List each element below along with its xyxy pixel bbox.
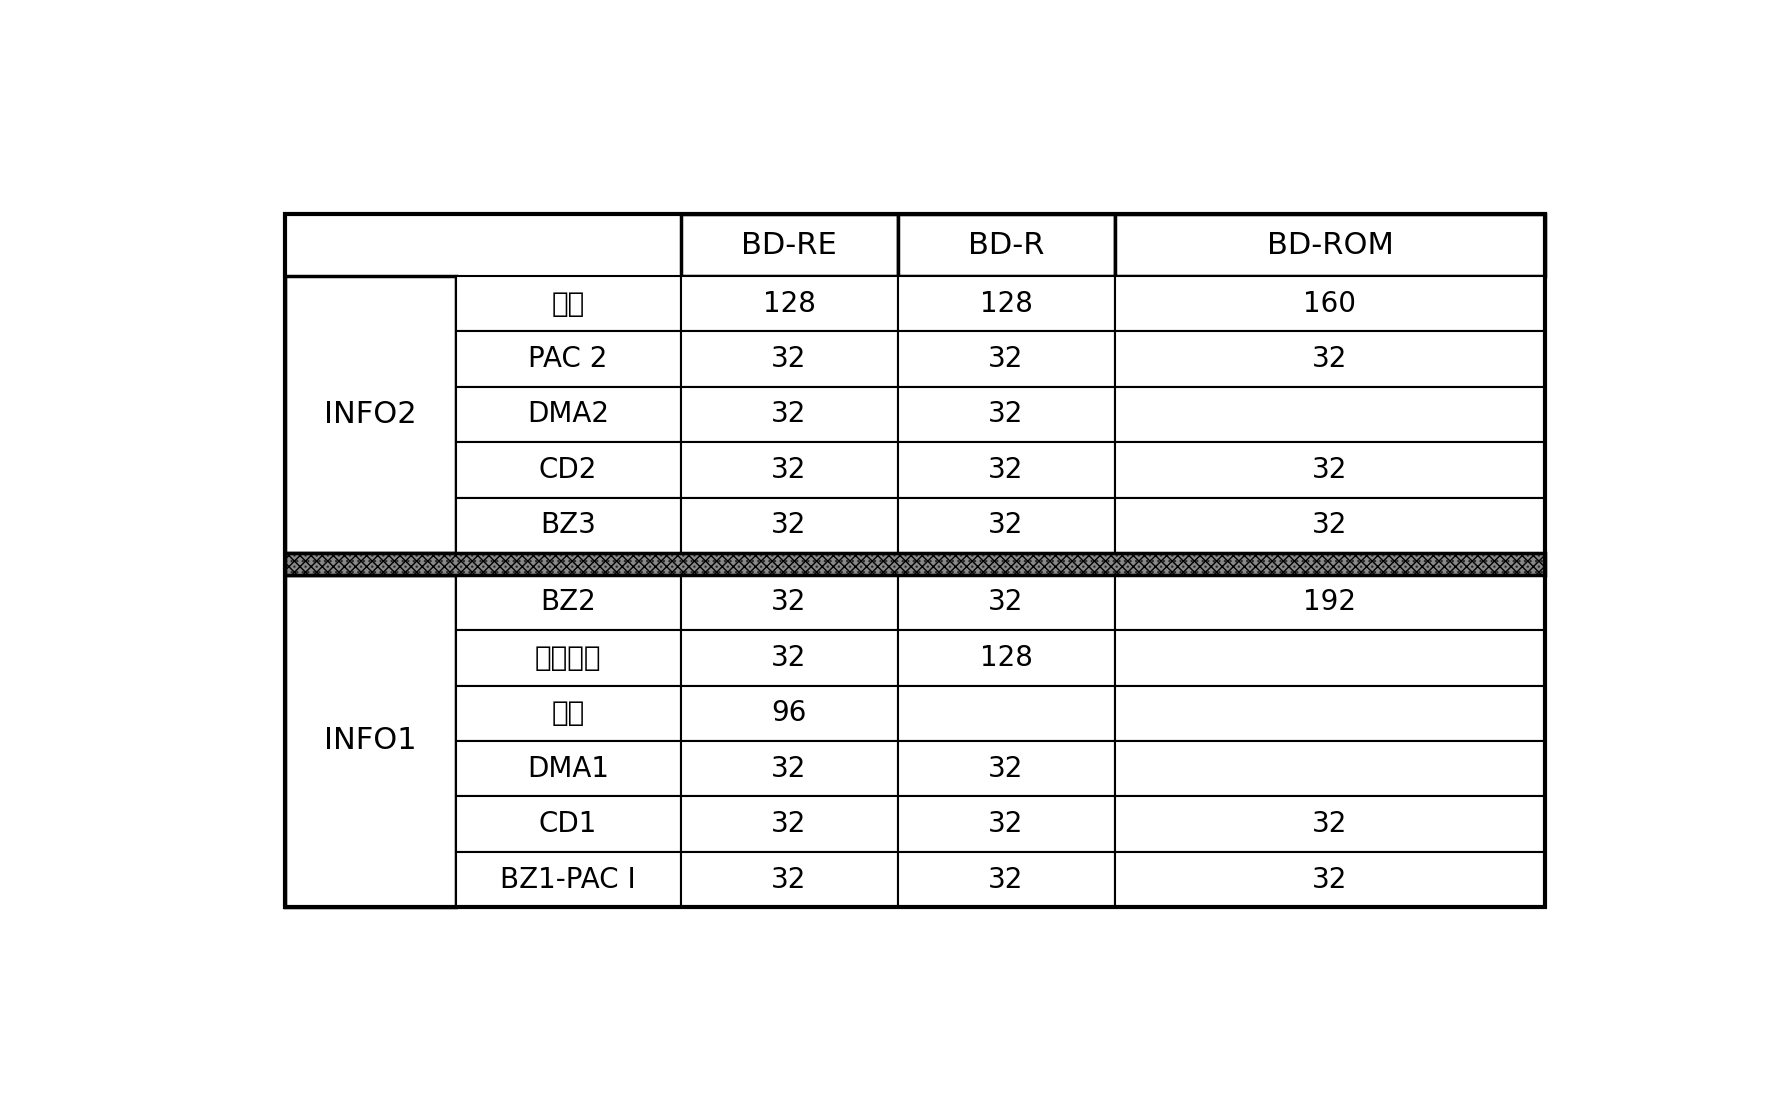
Bar — [455, 387, 680, 443]
Text: 32: 32 — [772, 400, 807, 428]
Text: 32: 32 — [772, 865, 807, 894]
Text: 32: 32 — [988, 865, 1023, 894]
Text: 保留: 保留 — [552, 289, 584, 318]
Text: CD1: CD1 — [539, 811, 597, 838]
Text: 32: 32 — [1313, 456, 1348, 484]
Text: 32: 32 — [772, 755, 807, 783]
Bar — [286, 553, 1545, 575]
Bar — [455, 575, 680, 631]
Bar — [680, 276, 898, 331]
Bar — [455, 443, 680, 498]
Bar — [680, 575, 898, 631]
Text: BZ3: BZ3 — [539, 512, 597, 539]
Text: 96: 96 — [772, 699, 807, 727]
Text: 32: 32 — [1313, 865, 1348, 894]
Text: 32: 32 — [772, 811, 807, 838]
Bar — [680, 741, 898, 796]
Bar — [898, 741, 1114, 796]
Bar — [1114, 685, 1545, 741]
Bar — [455, 276, 680, 331]
Text: 32: 32 — [988, 345, 1023, 373]
Text: PAC 2: PAC 2 — [529, 345, 607, 373]
Bar — [898, 276, 1114, 331]
Bar — [898, 796, 1114, 852]
Bar — [680, 631, 898, 685]
Bar — [898, 631, 1114, 685]
Bar — [1114, 796, 1545, 852]
Text: 32: 32 — [1313, 811, 1348, 838]
Bar — [455, 498, 680, 553]
Bar — [455, 796, 680, 852]
Text: 128: 128 — [979, 644, 1032, 672]
Text: INFO1: INFO1 — [325, 726, 416, 755]
Text: 128: 128 — [979, 289, 1032, 318]
Text: 160: 160 — [1304, 289, 1356, 318]
Text: 32: 32 — [1313, 512, 1348, 539]
Bar — [898, 498, 1114, 553]
Bar — [455, 631, 680, 685]
Bar — [455, 331, 680, 387]
Bar — [455, 685, 680, 741]
Text: BD-R: BD-R — [968, 230, 1045, 259]
Bar — [1114, 852, 1545, 907]
Text: 32: 32 — [988, 755, 1023, 783]
Text: 32: 32 — [988, 512, 1023, 539]
Bar — [286, 215, 1545, 907]
Bar — [286, 276, 455, 553]
Bar — [1114, 741, 1545, 796]
Bar — [455, 741, 680, 796]
Bar — [286, 553, 1545, 575]
Text: 32: 32 — [988, 588, 1023, 616]
Text: DMA2: DMA2 — [527, 400, 609, 428]
Text: BZ2: BZ2 — [539, 588, 597, 616]
Text: 驱动器区: 驱动器区 — [534, 644, 602, 672]
Bar — [1114, 215, 1545, 276]
Bar — [1114, 498, 1545, 553]
Bar — [680, 215, 898, 276]
Bar — [680, 331, 898, 387]
Bar — [680, 852, 898, 907]
Text: 32: 32 — [772, 512, 807, 539]
Text: 192: 192 — [1304, 588, 1356, 616]
Bar — [898, 685, 1114, 741]
Bar — [898, 575, 1114, 631]
Bar — [898, 215, 1114, 276]
Bar — [898, 387, 1114, 443]
Bar — [680, 685, 898, 741]
Text: 32: 32 — [772, 456, 807, 484]
Bar — [1114, 575, 1545, 631]
Text: 32: 32 — [772, 345, 807, 373]
Text: 128: 128 — [763, 289, 816, 318]
Bar — [1114, 443, 1545, 498]
Bar — [898, 331, 1114, 387]
Text: BD-ROM: BD-ROM — [1266, 230, 1393, 259]
Text: BZ1-PAC I: BZ1-PAC I — [500, 865, 636, 894]
Bar — [1114, 276, 1545, 331]
Text: BD-RE: BD-RE — [741, 230, 838, 259]
Text: 32: 32 — [988, 456, 1023, 484]
Text: 32: 32 — [772, 588, 807, 616]
Bar — [1114, 631, 1545, 685]
Bar — [680, 498, 898, 553]
Bar — [286, 575, 455, 907]
Bar — [680, 796, 898, 852]
Bar — [1114, 387, 1545, 443]
Text: 32: 32 — [988, 400, 1023, 428]
Bar — [898, 443, 1114, 498]
Text: CD2: CD2 — [539, 456, 597, 484]
Bar — [680, 443, 898, 498]
Bar — [455, 852, 680, 907]
Text: 保留: 保留 — [552, 699, 584, 727]
Text: DMA1: DMA1 — [527, 755, 609, 783]
Bar — [1114, 331, 1545, 387]
Text: 32: 32 — [772, 644, 807, 672]
Bar — [680, 387, 898, 443]
Text: 32: 32 — [988, 811, 1023, 838]
Text: 32: 32 — [1313, 345, 1348, 373]
Text: INFO2: INFO2 — [325, 400, 416, 429]
Bar — [898, 852, 1114, 907]
